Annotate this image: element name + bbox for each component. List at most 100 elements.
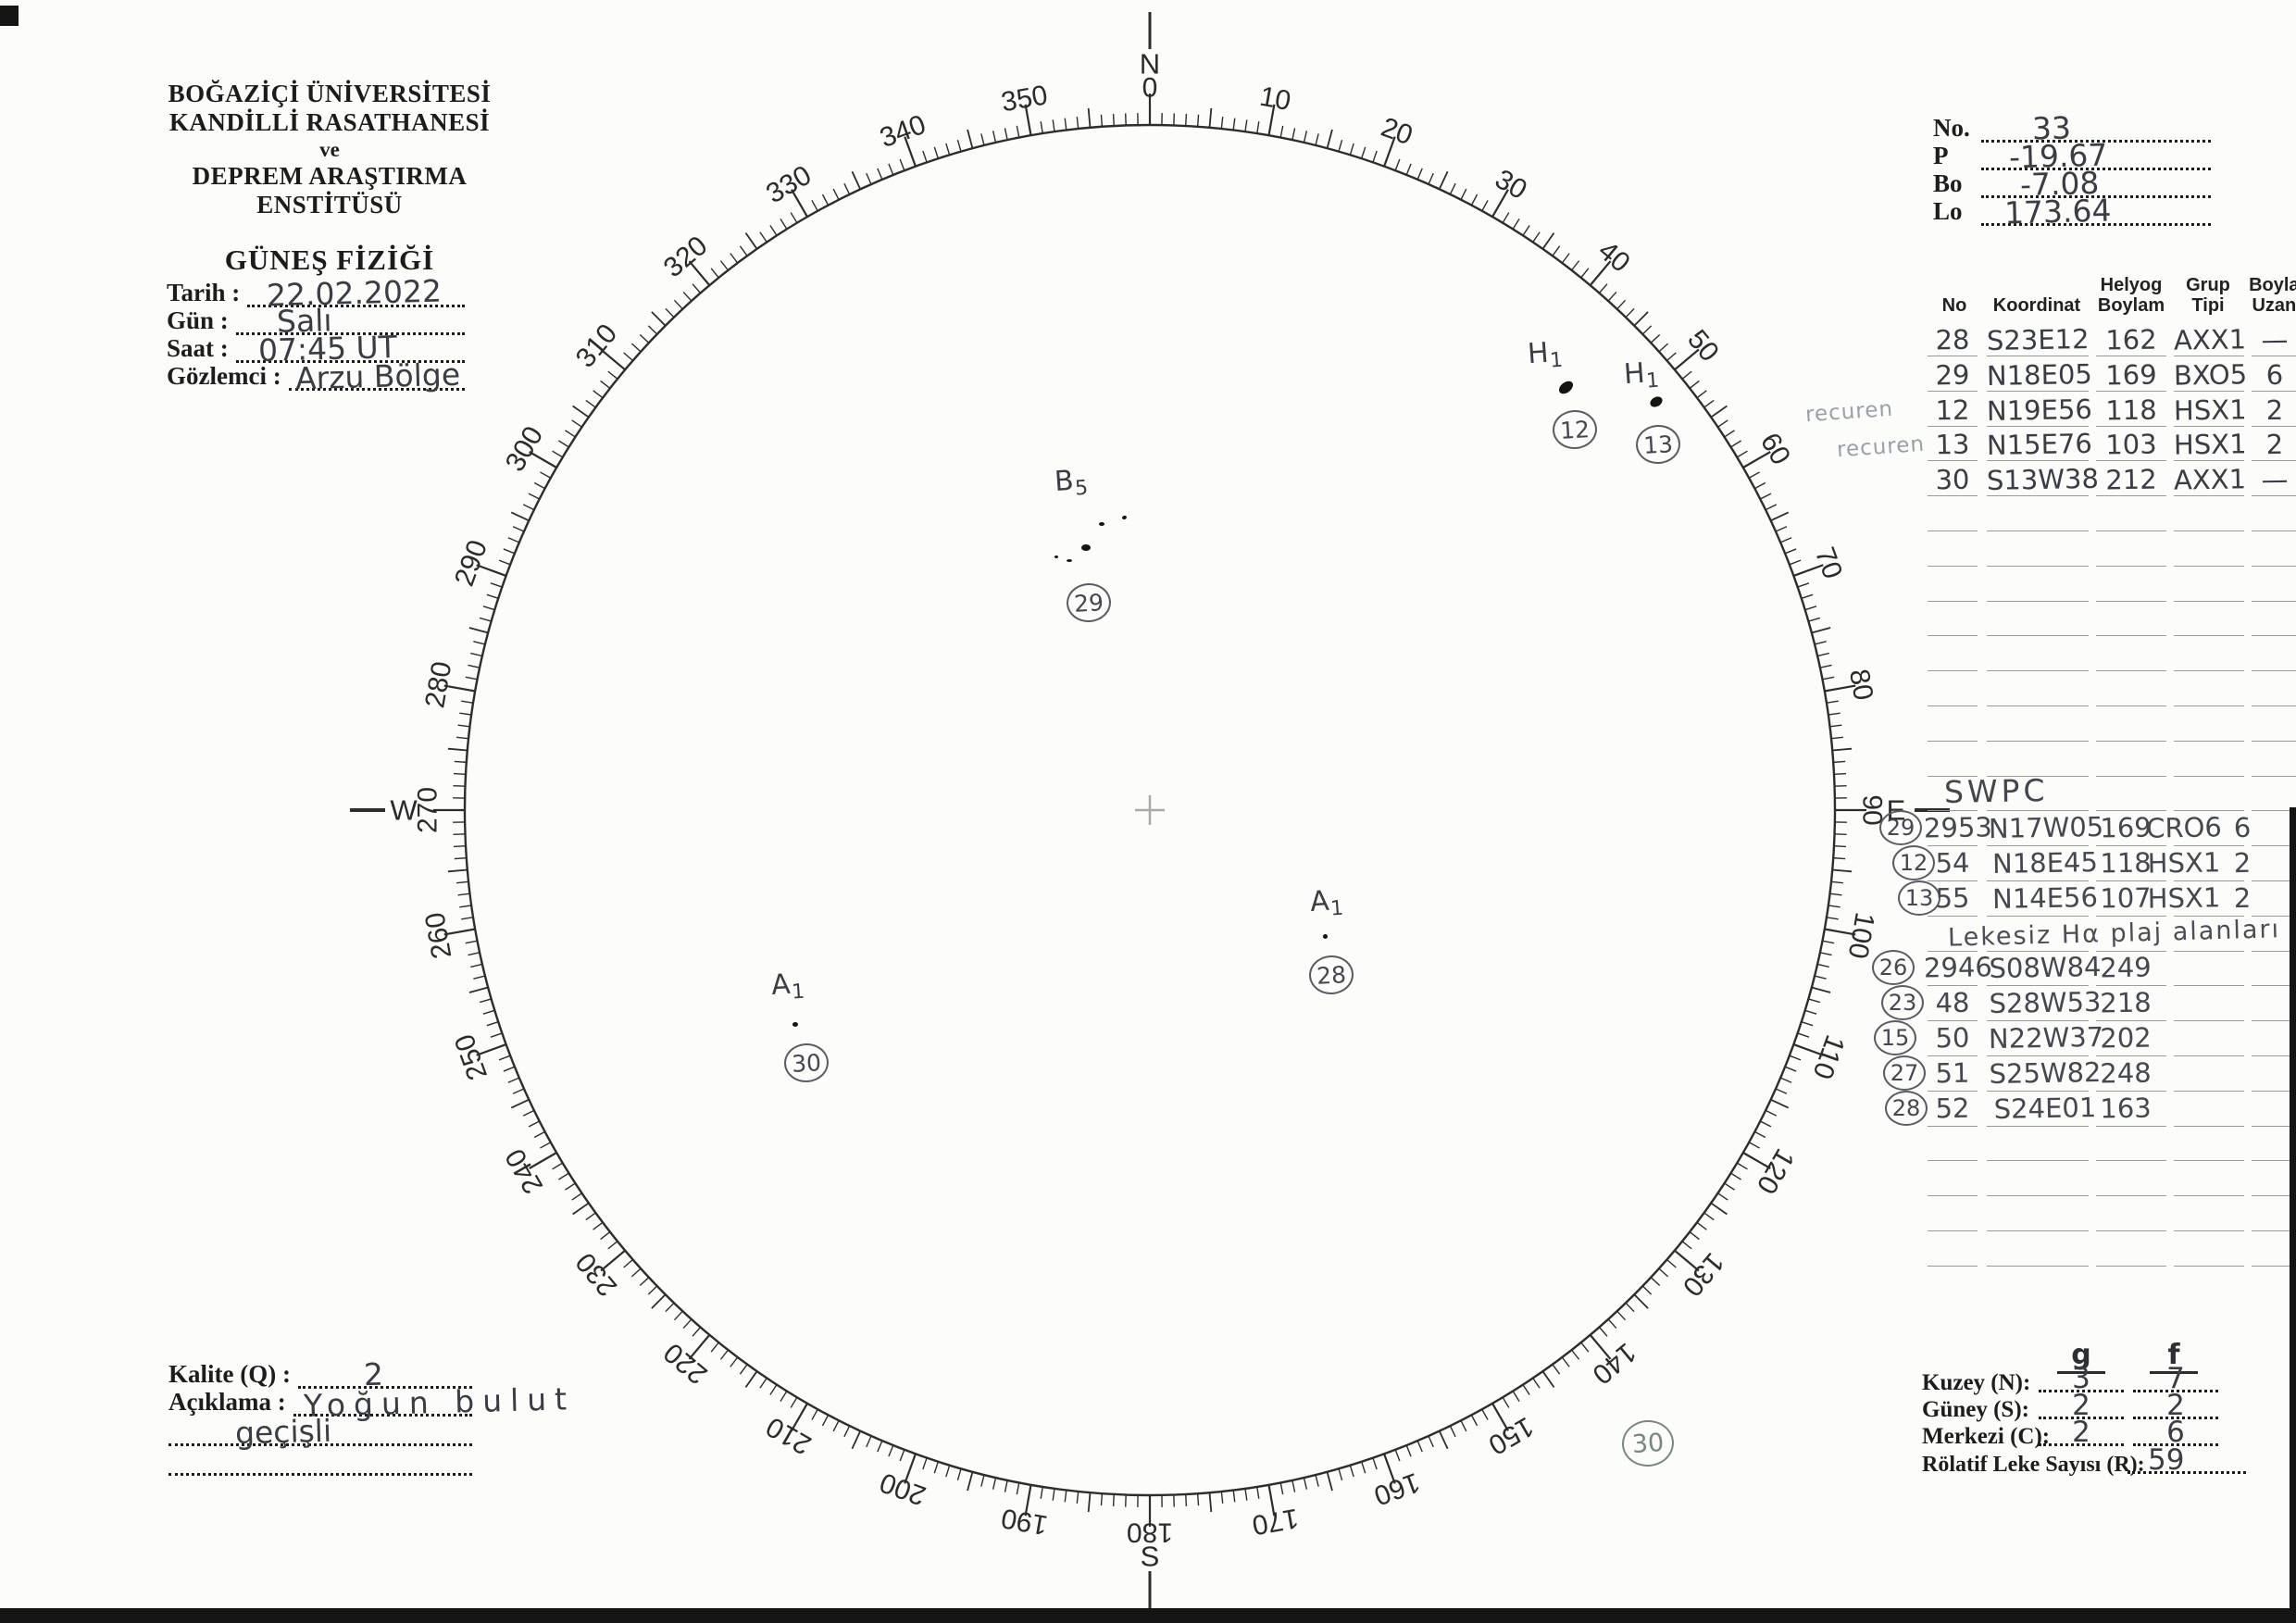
table-row-line: [2252, 1230, 2296, 1231]
table-row-line: [1928, 460, 1978, 462]
svg-text:0: 0: [1142, 73, 1158, 104]
field-time: Saat : 07:45 UT: [167, 329, 465, 368]
table-row-line: [1928, 425, 1978, 427]
counts-section: g f Kuzey (N): 3 7 Güney (S): 2 2 Merkez…: [1922, 1339, 2296, 1496]
swpc-cell: S28W53: [1989, 986, 2102, 1020]
svg-text:S: S: [1141, 1541, 1160, 1573]
table-row-line: [2096, 740, 2166, 742]
table-row-line: [2096, 600, 2166, 602]
table-row-line: [2174, 565, 2244, 567]
form-title: GÜNEŞ FİZİĞİ: [224, 243, 435, 276]
table-row-line: [1987, 1125, 2089, 1127]
table-row-line: [1987, 880, 2089, 881]
swpc-circled-group-number: 23: [1881, 985, 1924, 1021]
table-row-line: [2252, 635, 2296, 637]
table-row-line: [2096, 1020, 2166, 1022]
field-day-line: Salı: [235, 302, 465, 340]
swpc-circled-group-number: 26: [1872, 950, 1915, 986]
swpc-cell: S25W82: [1989, 1055, 2102, 1090]
count-south-g-line: 2: [2039, 1389, 2124, 1422]
col-boylam-uzanim: Boylam. Uzanım: [2249, 275, 2296, 316]
table-row-line: [2252, 495, 2296, 497]
circled-group-number: 30: [782, 1042, 830, 1084]
org-name-connector: ve: [319, 138, 340, 161]
group-table-cell: 103: [2104, 428, 2157, 461]
group-table-cell: N15E76: [1986, 428, 2093, 462]
table-row-line: [1928, 1125, 1978, 1127]
field-p-angle-label: P: [1933, 142, 1949, 169]
swpc-cell: 54: [1935, 846, 1970, 880]
table-row-line: [1928, 495, 1978, 497]
svg-text:N: N: [1140, 48, 1160, 81]
group-table-cell: 118: [2104, 393, 2157, 427]
swpc-cell: HSX1: [2147, 846, 2221, 880]
field-remarks-line3: [168, 1447, 472, 1476]
ephemeris-fields: No. 33 P -19.67 Bo -7.08 Lo 173.64: [1933, 109, 2211, 231]
sunspot-dot: [1120, 515, 1128, 520]
table-row-line: [1987, 1230, 2089, 1231]
field-time-line: 07:45 UT: [235, 329, 465, 368]
group-table-cell: —: [2261, 463, 2289, 496]
table-row-line: [2174, 880, 2244, 881]
table-row-line: [1928, 635, 1978, 637]
group-table-cell: BXO5: [2173, 358, 2248, 392]
field-remarks-line2: geçişli: [168, 1413, 472, 1451]
table-row-line: [2174, 845, 2244, 847]
field-remarks: Açıklama : Yoğun bulut: [168, 1380, 576, 1424]
table-row-line: [2252, 600, 2296, 602]
table-row-line: [1987, 425, 2089, 427]
swpc-cell: 2946: [1923, 951, 1993, 984]
table-row-line: [2252, 880, 2296, 881]
circled-group-number: 12: [1551, 408, 1599, 451]
field-remarks-label: Açıklama :: [168, 1388, 286, 1416]
table-row-line: [2174, 670, 2244, 672]
count-central-label: Merkezi (C):: [1922, 1424, 2051, 1449]
table-row-line: [1987, 565, 2089, 567]
table-row-line: [2096, 705, 2166, 706]
table-row-line: [1928, 950, 1978, 952]
table-row-line: [1928, 670, 1978, 672]
group-table-cell: N18E05: [1986, 357, 2093, 392]
observation-fields: Tarih : 22.02.2022 Gün : Salı Saat : 07:…: [167, 273, 465, 396]
table-row-line: [1987, 390, 2089, 392]
swpc-cell: 51: [1935, 1056, 1970, 1090]
swpc-cell: N14E56: [1991, 880, 2099, 915]
table-row-line: [1928, 775, 1978, 777]
field-p-angle: P -19.67: [1933, 137, 2211, 175]
table-row-line: [1928, 1265, 1978, 1267]
count-south-label: Güney (S):: [1922, 1397, 2029, 1422]
count-south-f-line: 2: [2133, 1389, 2218, 1422]
table-row-line: [2096, 950, 2166, 952]
table-row-line: [2174, 950, 2244, 952]
table-row-line: [1928, 1020, 1978, 1022]
field-date: Tarih : 22.02.2022: [167, 273, 465, 313]
sunspot-group-label: H1: [1526, 336, 1565, 373]
group-table-cell: N19E56: [1986, 393, 2093, 427]
table-row-line: [2252, 1195, 2296, 1197]
table-row-line: [2174, 460, 2244, 462]
swpc-cell: 249: [2100, 951, 2152, 984]
count-north-label: Kuzey (N):: [1922, 1370, 2031, 1395]
group-table-cell: AXX1: [2173, 323, 2247, 356]
table-row-line: [2252, 1055, 2296, 1056]
table-row-line: [2174, 425, 2244, 427]
table-row-line: [1928, 985, 1978, 987]
table-row-line: [1987, 705, 2089, 706]
relative-number-value: 59: [2148, 1443, 2185, 1477]
count-row-south: Güney (S): 2 2: [1922, 1389, 2296, 1423]
table-row-line: [2252, 1125, 2296, 1127]
table-row-line: [2096, 775, 2166, 777]
swpc-cell: 2: [2233, 846, 2252, 880]
count-north-g-line: 3: [2039, 1362, 2124, 1395]
table-row-line: [2096, 495, 2166, 497]
table-row-line: [1987, 950, 2089, 952]
field-quality-line: 2: [297, 1356, 472, 1392]
table-row-line: [1987, 845, 2089, 847]
swpc-row: 13 55 N14E56 107 HSX1 2: [1872, 880, 2296, 916]
count-central-g-line: 2: [2039, 1416, 2124, 1449]
table-row-line: [1987, 1020, 2089, 1022]
table-row-line: [2174, 495, 2244, 497]
sunspot-group-label: A1: [769, 968, 805, 1005]
field-l0: Lo 173.64: [1933, 192, 2211, 231]
field-l0-line: 173.64: [1981, 192, 2211, 231]
